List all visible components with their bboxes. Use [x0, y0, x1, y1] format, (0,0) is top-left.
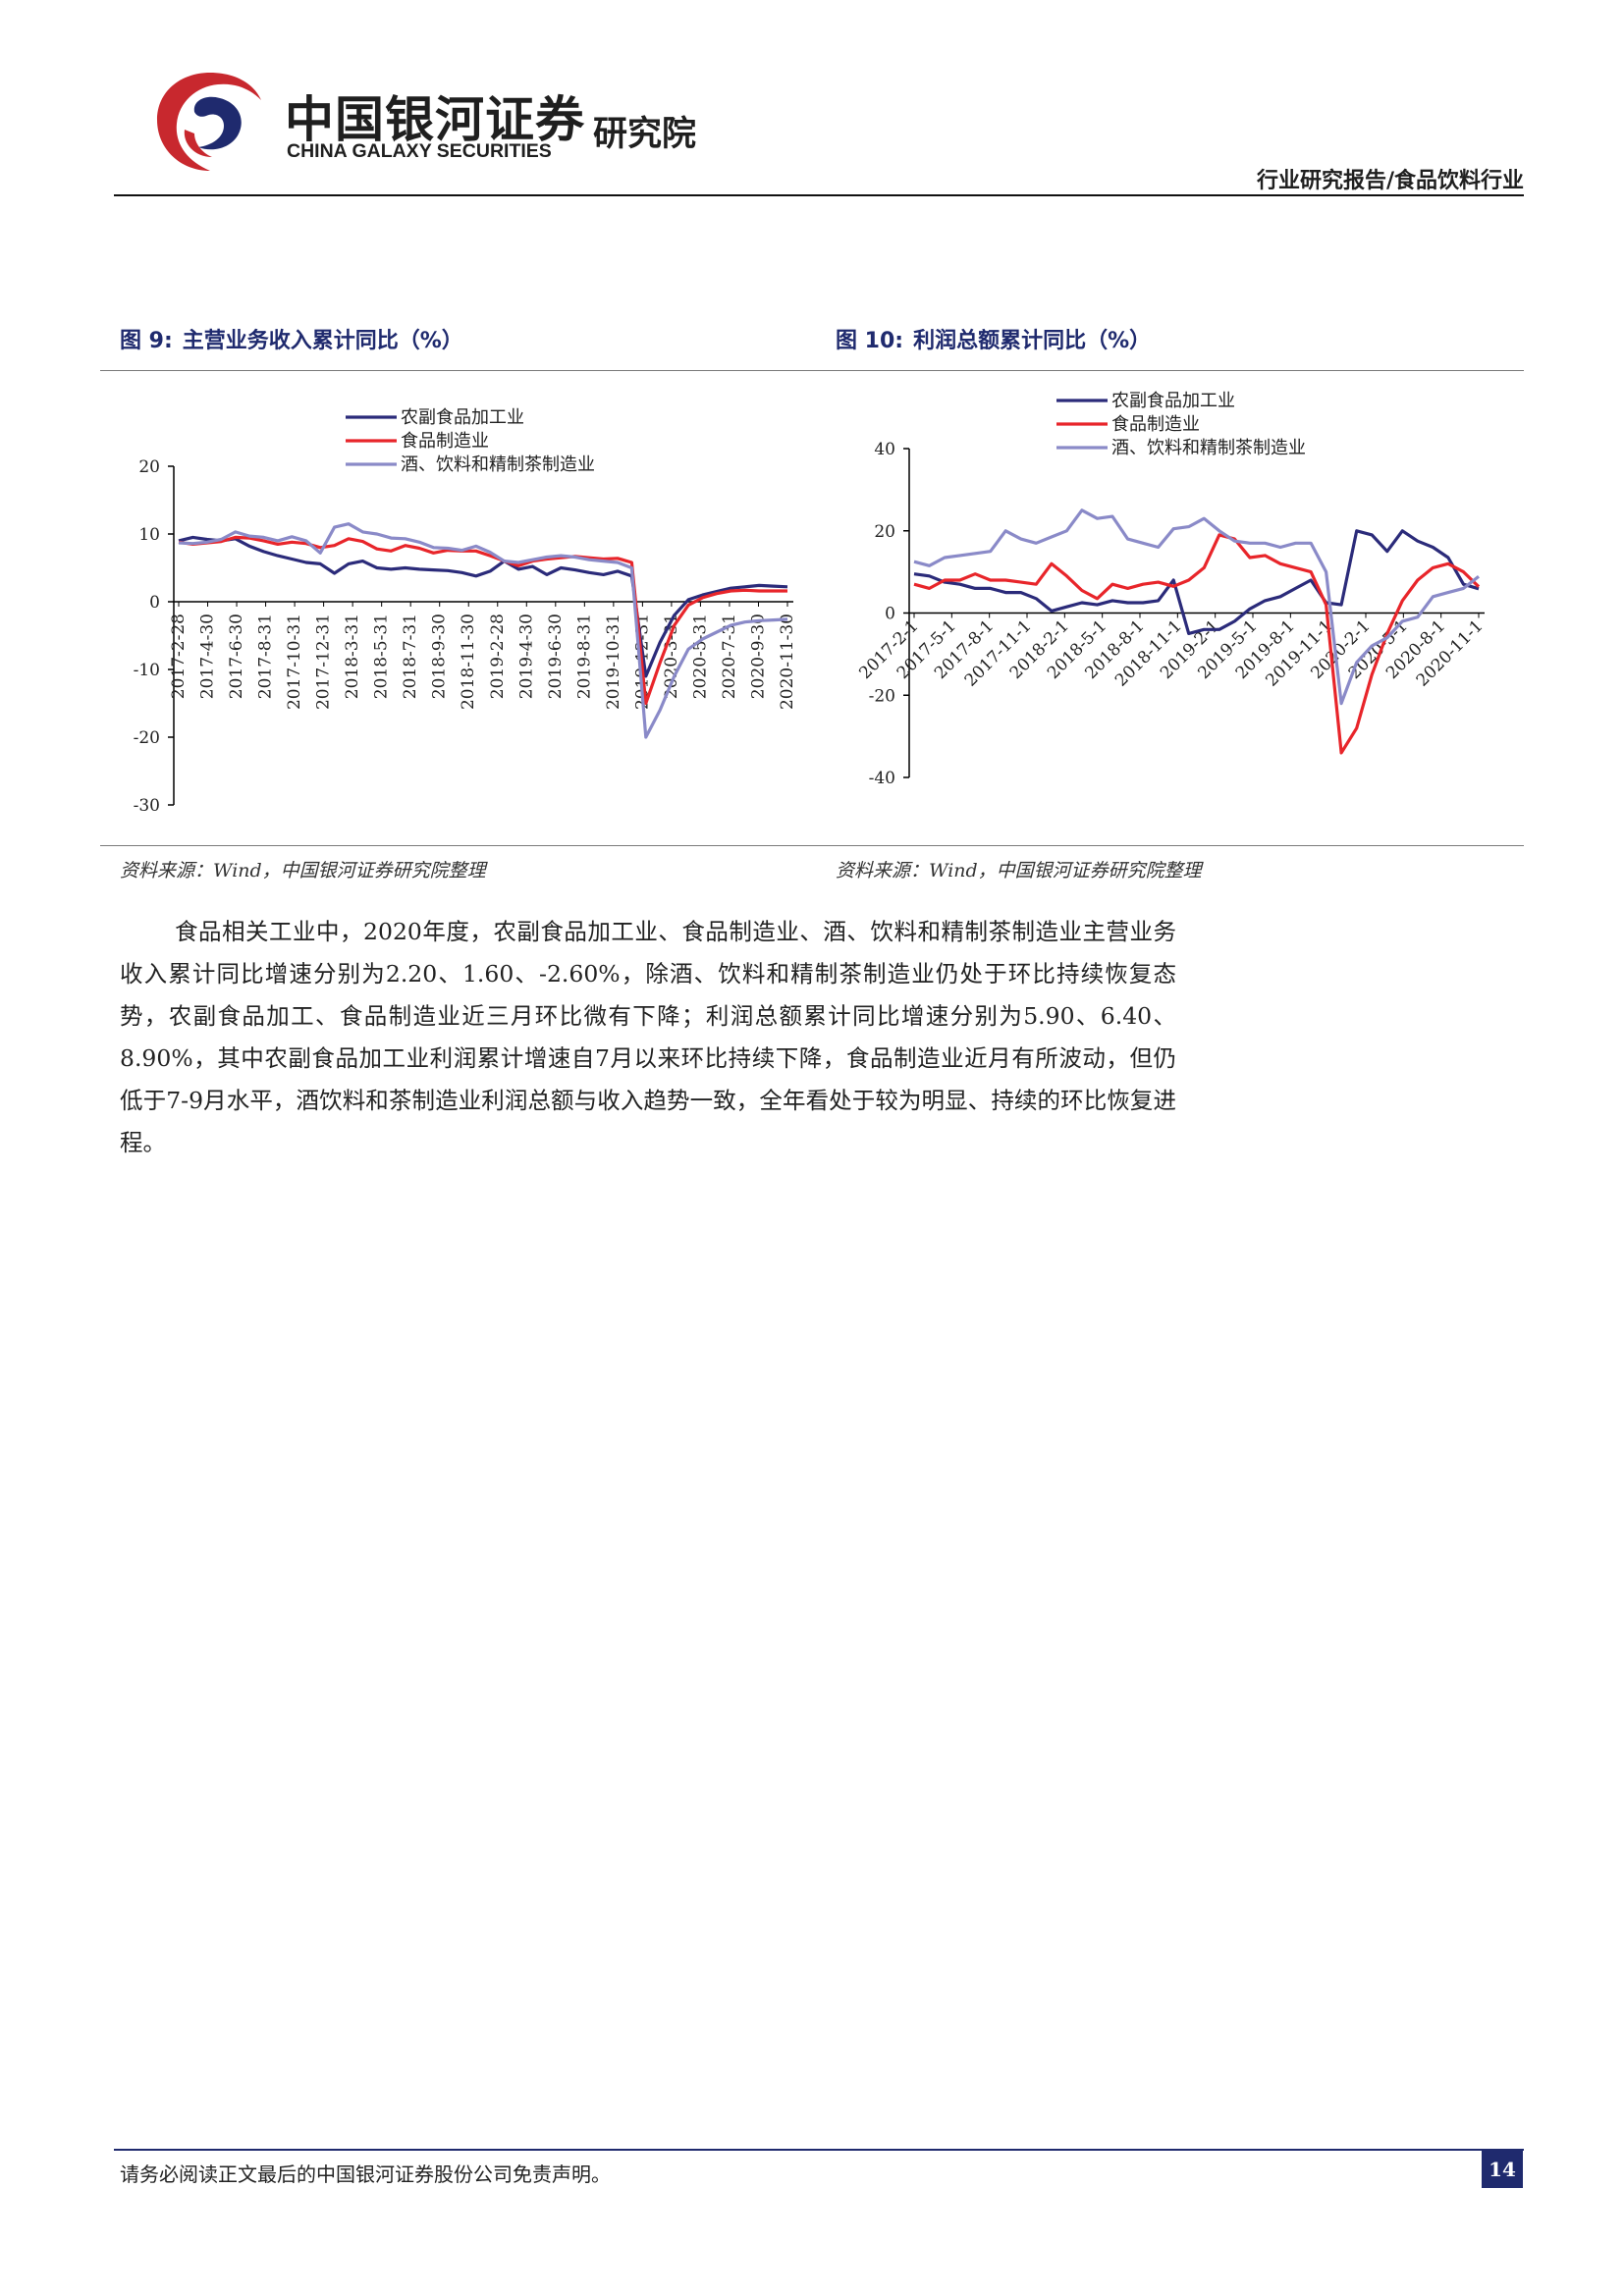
x-tick-label: 2019-2-28	[488, 614, 508, 699]
galaxy-logo-icon	[157, 73, 261, 171]
figure-10-source: 资料来源：Wind，中国银河证券研究院整理	[836, 860, 1202, 881]
y-tick-label: 20	[138, 457, 160, 477]
x-tick-label: 2020-7-31	[720, 614, 739, 699]
revenue-yoy-chart: 20 10 0 -10 -20 -30 2017-2-28 2017-4-30 2017-6-3…	[134, 407, 797, 816]
x-tick-label: 2020-9-30	[748, 614, 768, 699]
report-type: 行业研究报告/食品饮料行业	[1256, 169, 1524, 193]
y-tick-label: -40	[869, 769, 895, 788]
x-tick-label: 2018-3-31	[343, 614, 362, 699]
y-tick-label: 10	[138, 525, 160, 545]
x-tick-label: 2017-2-28	[169, 614, 189, 699]
legend-label-3: 酒、饮料和精制茶制造业	[1111, 438, 1306, 458]
figure-9-number: 图 9:	[120, 329, 173, 353]
footer-divider	[114, 2149, 1524, 2151]
x-tick-label: 2017-4-30	[198, 614, 218, 699]
series-line-2	[178, 535, 787, 706]
disclaimer-note: 请务必阅读正文最后的中国银河证券股份公司免责声明。	[120, 2163, 611, 2186]
y-tick-label: 20	[874, 522, 895, 542]
figure-bottom-rule	[100, 845, 1524, 846]
x-tick-label: 2019-10-31	[604, 614, 623, 710]
x-tick-label: 2017-8-31	[256, 614, 276, 699]
company-logo: 中国银河证券 CHINA GALAXY SECURITIES 研究院	[155, 71, 742, 177]
legend-label-2: 食品制造业	[1111, 414, 1200, 435]
figure-9-caption: 图 9: 主营业务收入累计同比（%）	[120, 323, 463, 354]
logo-english-name: CHINA GALAXY SECURITIES	[287, 140, 552, 162]
legend-label-3: 酒、饮料和精制茶制造业	[401, 454, 595, 475]
x-tick-label: 2020-11-30	[778, 614, 797, 710]
header-divider	[114, 194, 1524, 196]
y-tick-label: 40	[874, 440, 895, 459]
x-tick-label: 2020-5-31	[690, 614, 710, 699]
legend-label-1: 农副食品加工业	[1111, 391, 1235, 411]
series-line-1	[178, 535, 788, 678]
page-number: 14	[1482, 2151, 1523, 2188]
y-tick-label: -20	[134, 728, 160, 748]
x-tick-label: 2017-6-30	[227, 614, 246, 699]
legend-label-2: 食品制造业	[401, 431, 489, 452]
y-tick-label: -20	[869, 686, 895, 706]
series-line-1	[913, 529, 1480, 635]
logo-institute: 研究院	[593, 115, 697, 154]
x-tick-label: 2018-5-31	[372, 614, 392, 699]
y-tick-label: 0	[885, 605, 895, 624]
figure-10-number: 图 10:	[836, 329, 904, 353]
x-tick-label: 2018-7-31	[401, 614, 420, 699]
x-tick-label: 2019-8-31	[574, 614, 594, 699]
series-line-3	[913, 508, 1480, 706]
y-tick-label: -30	[134, 796, 160, 816]
figure-top-rule	[100, 370, 1524, 371]
x-tick-label: 2018-11-30	[459, 614, 478, 710]
x-tick-label: 2017-12-31	[314, 614, 334, 710]
figure-9-source: 资料来源：Wind，中国银河证券研究院整理	[120, 860, 486, 881]
x-tick-label: 2017-10-31	[285, 614, 304, 710]
figure-10-caption: 图 10: 利润总额累计同比（%）	[836, 323, 1151, 354]
profit-yoy-chart: 40200-20-402017-2-12017-5-12017-8-12017-…	[855, 391, 1487, 788]
x-tick-label: 2019-6-30	[546, 614, 566, 699]
legend-label-1: 农副食品加工业	[401, 407, 524, 428]
figure-10-title: 利润总额累计同比（%）	[913, 329, 1152, 353]
y-tick-label: -10	[134, 661, 160, 680]
x-tick-label: 2020-3-31	[662, 614, 681, 699]
y-tick-label: 0	[149, 593, 160, 613]
x-tick-label: 2018-9-30	[430, 614, 450, 699]
series-line-3	[178, 522, 788, 739]
x-tick-label: 2019-4-30	[516, 614, 536, 699]
analysis-paragraph: 食品相关工业中，2020年度，农副食品加工业、食品制造业、酒、饮料和精制茶制造业…	[120, 918, 1176, 1156]
figure-9-title: 主营业务收入累计同比（%）	[182, 329, 463, 353]
logo-chinese-name: 中国银河证券	[285, 91, 585, 148]
